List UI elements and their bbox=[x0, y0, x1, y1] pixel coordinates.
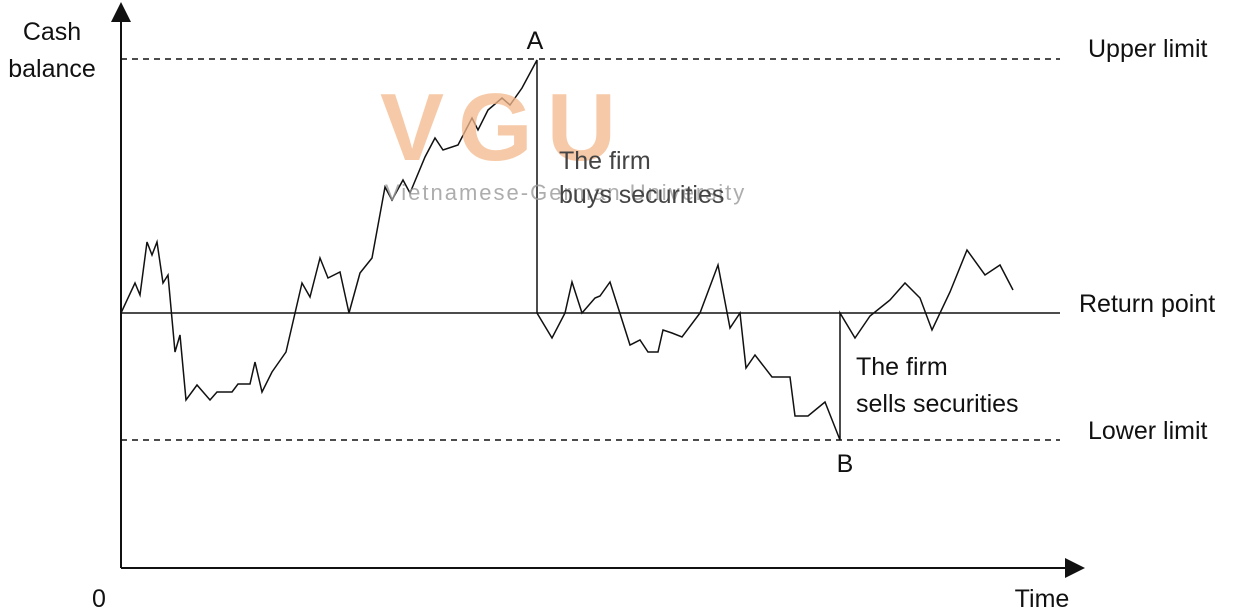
upper-limit-label: Upper limit bbox=[1088, 35, 1208, 63]
point-a-label: A bbox=[527, 27, 544, 55]
x-axis-label: Time bbox=[1015, 585, 1070, 610]
lower-limit-label: Lower limit bbox=[1088, 417, 1208, 445]
y-axis-label: balance bbox=[8, 55, 96, 83]
cash-path bbox=[120, 59, 1014, 441]
y-axis-label: Cash bbox=[23, 18, 81, 46]
sell-annotation: sells securities bbox=[856, 390, 1019, 418]
watermark-name: Vietnamese-German University bbox=[385, 180, 746, 205]
return-point-label: Return point bbox=[1079, 290, 1215, 318]
point-b-label: B bbox=[837, 450, 854, 478]
sell-annotation: The firm bbox=[856, 353, 948, 381]
watermark-logo: VGU bbox=[380, 74, 630, 181]
origin-label: 0 bbox=[92, 585, 106, 610]
buy-annotation: buys securities bbox=[559, 181, 724, 209]
buy-annotation: The firm bbox=[559, 147, 651, 175]
